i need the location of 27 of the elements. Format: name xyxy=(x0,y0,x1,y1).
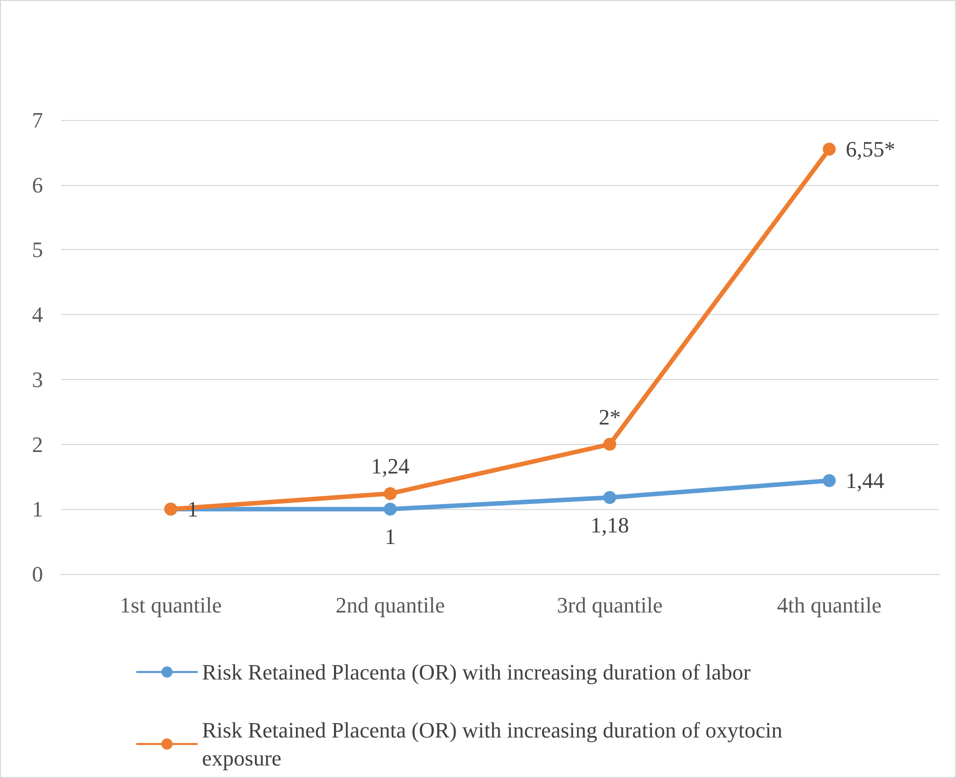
x-tick-label: 1st quantile xyxy=(120,592,222,618)
point xyxy=(384,487,397,500)
point xyxy=(822,142,836,156)
y-tick-label: 2 xyxy=(32,432,43,457)
point xyxy=(822,474,836,488)
x-tick-label: 2nd quantile xyxy=(336,592,445,618)
data-label: 1,18 xyxy=(590,512,629,538)
y-tick-label: 7 xyxy=(32,108,43,132)
y-tick-label: 5 xyxy=(32,237,43,262)
y-tick-label: 0 xyxy=(32,562,43,586)
data-label: 1,44 xyxy=(846,468,884,494)
x-tick-label: 3rd quantile xyxy=(556,592,663,618)
x-tick-label: 4th quantile xyxy=(777,592,882,618)
point xyxy=(603,490,616,504)
legend-label: Risk Retained Placenta (OR) with increasing duration of labor xyxy=(202,660,752,684)
y-tick-label: 1 xyxy=(32,496,43,522)
point xyxy=(384,502,397,516)
y-tick-label: 4 xyxy=(32,302,43,328)
data-label: 6,55* xyxy=(846,136,896,162)
data-label: 1 xyxy=(384,524,396,550)
y-tick-label: 3 xyxy=(32,366,43,392)
data-label: 1,24 xyxy=(371,454,410,479)
legend-label: Risk Retained Placenta (OR) with increasing duration of oxytocin exposure xyxy=(202,718,788,770)
y-tick-label: 6 xyxy=(32,172,43,198)
data-label: 2* xyxy=(598,404,621,430)
point xyxy=(603,438,616,451)
data-label: 1 xyxy=(187,496,198,522)
